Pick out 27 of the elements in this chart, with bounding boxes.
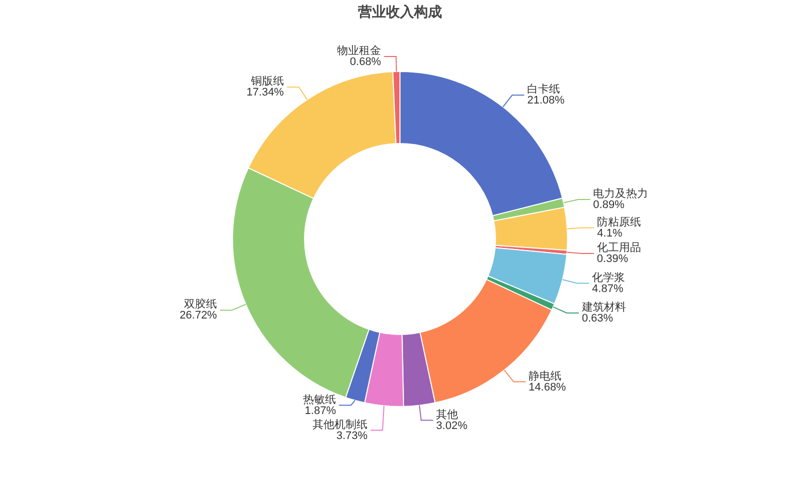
slice-label: 铜版纸 (250, 76, 284, 88)
data-label: 4.87% (592, 282, 624, 295)
data-label: 0.63% (582, 312, 614, 325)
data-label: 21.08% (527, 94, 565, 107)
slice-label: 其他 (436, 408, 458, 421)
data-label: 4.1% (597, 227, 622, 240)
data-label: 0.68% (350, 56, 382, 68)
slice-label: 物业租金 (337, 44, 382, 58)
data-label: 1.87% (304, 404, 336, 417)
slice-label: 静电纸 (528, 369, 562, 382)
data-label: 0.89% (593, 199, 625, 211)
slice-label: 化工用品 (596, 242, 641, 254)
slice-label: 双胶纸 (184, 298, 217, 311)
slice-label: 防粘原纸 (597, 215, 642, 228)
slice-label: 白卡纸 (527, 82, 560, 96)
data-label: 3.73% (336, 430, 368, 442)
data-label: 3.02% (436, 420, 468, 432)
slice-label: 电力及热力 (593, 187, 648, 200)
slice-label: 其他机制纸 (312, 418, 368, 431)
slice-label: 化学浆 (592, 272, 626, 284)
slice-label: 热敏纸 (303, 394, 336, 406)
data-label: 17.34% (246, 86, 284, 99)
data-label: 26.72% (180, 310, 218, 322)
data-label: 14.68% (528, 381, 566, 394)
data-label: 0.39% (596, 253, 628, 266)
chart-title: 营业收入构成 (357, 3, 442, 20)
slice-label: 建筑材料 (580, 300, 626, 314)
